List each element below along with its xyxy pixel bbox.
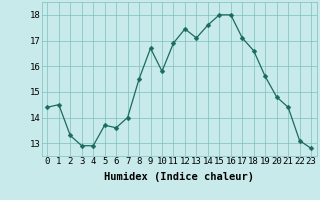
X-axis label: Humidex (Indice chaleur): Humidex (Indice chaleur) (104, 172, 254, 182)
